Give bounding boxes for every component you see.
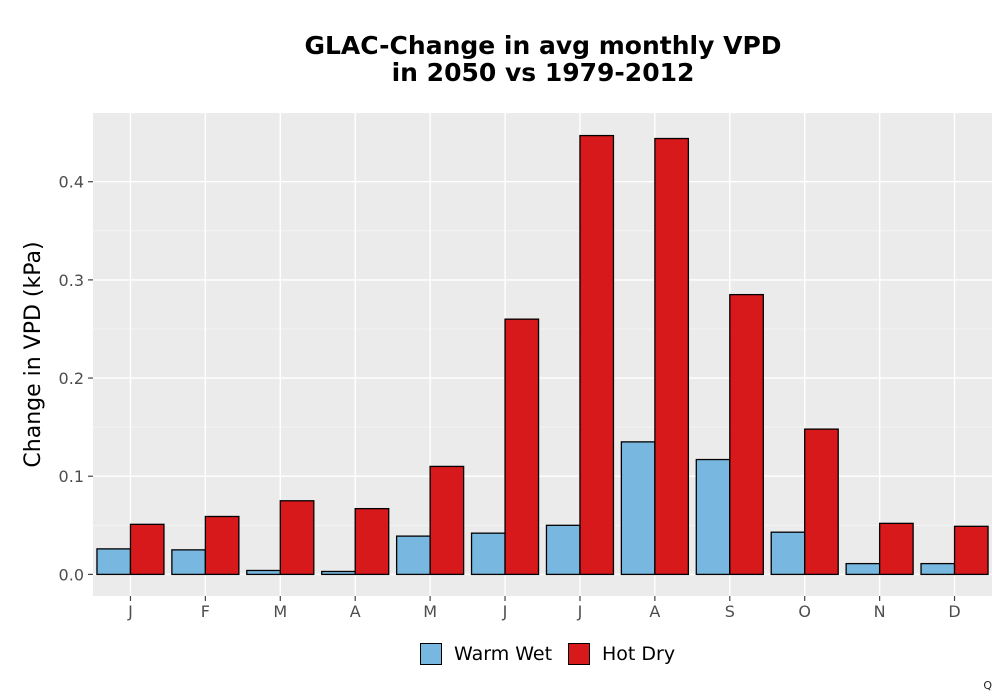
legend-label-warm-wet: Warm Wet (454, 643, 553, 665)
bar-hot-dry (504, 318, 540, 576)
x-tick-label: J (502, 602, 508, 621)
legend-swatch-warm-wet (420, 643, 442, 665)
x-tick-label: S (725, 602, 735, 621)
bar-warm-wet (920, 562, 956, 576)
bar-hot-dry (804, 428, 839, 576)
bar-warm-wet (545, 524, 581, 576)
bar-warm-wet (695, 458, 731, 576)
bar-warm-wet (96, 548, 132, 576)
bar-warm-wet (845, 562, 881, 576)
plot-panel (93, 113, 992, 596)
legend-label-hot-dry: Hot Dry (602, 643, 676, 665)
chart-title-line-2: in 2050 vs 1979-2012 (391, 58, 695, 87)
y-tick-label: 0.0 (59, 565, 84, 584)
legend-swatch-hot-dry (568, 643, 590, 665)
bar-hot-dry (129, 523, 165, 576)
bar-warm-wet (620, 441, 656, 576)
x-tick-label: N (874, 602, 886, 621)
x-tick-label: A (649, 602, 660, 621)
bar-hot-dry (279, 500, 315, 576)
legend-item-warm-wet: Warm Wet (420, 641, 552, 667)
y-tick-label: 0.4 (59, 173, 84, 192)
bar-warm-wet (171, 549, 207, 576)
bar-warm-wet (395, 535, 431, 576)
y-tick-label: 0.2 (59, 369, 84, 388)
bar-hot-dry (354, 507, 390, 576)
bar-warm-wet (246, 569, 281, 576)
x-tick-label: F (201, 602, 210, 621)
x-tick-label: M (273, 602, 287, 621)
x-tick-label: M (423, 602, 437, 621)
chart-title-line-1: GLAC-Change in avg monthly VPD (304, 31, 782, 60)
x-tick-label: J (577, 602, 583, 621)
bar-hot-dry (953, 525, 989, 576)
bar-hot-dry (204, 515, 240, 576)
bar-hot-dry (429, 465, 465, 576)
x-tick-label: D (948, 602, 960, 621)
minor-gridlines (93, 230, 992, 526)
x-tick-label: O (798, 602, 811, 621)
bars (96, 134, 989, 576)
x-tick-label: A (350, 602, 361, 621)
y-axis: 0.0 0.1 0.2 0.3 0.4 (59, 173, 93, 584)
y-tick-label: 0.1 (59, 467, 84, 486)
bar-hot-dry (654, 137, 690, 576)
legend-item-hot-dry: Hot Dry (568, 641, 675, 667)
bar-hot-dry (878, 522, 914, 576)
bar-warm-wet (321, 570, 356, 576)
corner-mark: Q (983, 679, 992, 692)
bar-hot-dry (729, 293, 764, 576)
y-tick-label: 0.3 (59, 271, 84, 290)
bar-warm-wet (470, 532, 506, 576)
y-axis-label: Change in VPD (kPa) (21, 241, 46, 467)
bar-hot-dry (579, 134, 615, 576)
legend: Warm Wet Hot Dry (0, 641, 1000, 669)
bar-warm-wet (770, 531, 806, 576)
x-tick-label: J (127, 602, 133, 621)
